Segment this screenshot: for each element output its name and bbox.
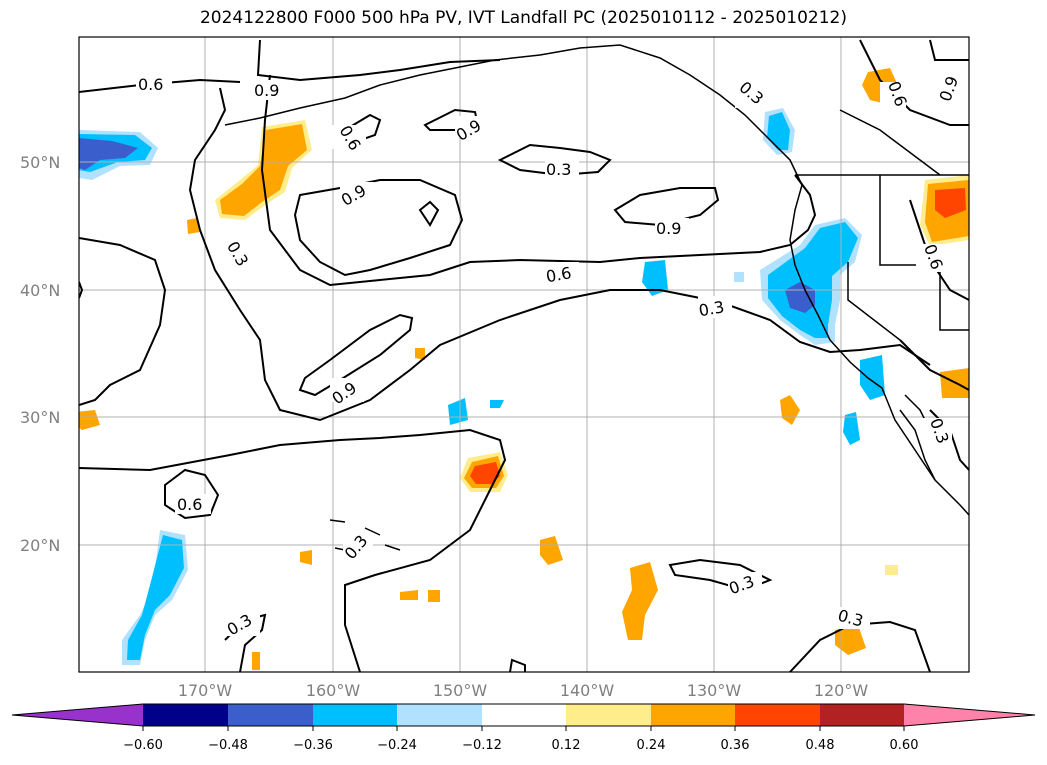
colorbar-extend-min xyxy=(12,704,143,726)
lon-label: 140°W xyxy=(560,681,615,700)
map-background xyxy=(79,37,969,672)
colorbar: −0.60 −0.48 −0.36 −0.24 −0.12 0.12 0.24 … xyxy=(11,703,1036,753)
lon-label: 160°W xyxy=(306,681,361,700)
contour-label: 0.9 xyxy=(656,219,681,238)
colorbar-bin xyxy=(566,704,651,726)
lat-label: 30°N xyxy=(20,408,60,427)
colorbar-bin xyxy=(820,704,904,726)
orange-blob-northeast xyxy=(920,175,969,246)
lat-label: 40°N xyxy=(20,281,60,300)
colorbar-tick-label: −0.48 xyxy=(208,738,248,753)
contour-label: 0.9 xyxy=(254,81,279,100)
colorbar-tick-label: −0.60 xyxy=(123,738,163,753)
colorbar-bin xyxy=(397,704,482,726)
colorbar-tick-label: 0.48 xyxy=(806,738,835,753)
blue-blob-vancouver xyxy=(763,108,795,155)
colorbar-bin xyxy=(313,704,397,726)
lon-label: 150°W xyxy=(433,681,488,700)
lat-label: 20°N xyxy=(20,536,60,555)
gridlines xyxy=(79,37,969,672)
colorbar-tick-label: 0.24 xyxy=(637,738,666,753)
colorbar-tick-label: 0.60 xyxy=(890,738,919,753)
lon-label: 170°W xyxy=(178,681,233,700)
contour-label: 0.6 xyxy=(544,263,572,286)
blue-blob-subtropical xyxy=(122,530,188,665)
latitude-labels: 50°N 40°N 30°N 20°N xyxy=(20,153,60,555)
lon-label: 120°W xyxy=(814,681,869,700)
colorbar-bin xyxy=(228,704,313,726)
colorbar-tick-label: 0.36 xyxy=(721,738,750,753)
orange-blob-left xyxy=(215,120,312,220)
colorbar-bin xyxy=(482,704,566,726)
colorbar-tick-label: −0.12 xyxy=(462,738,502,753)
colorbar-tick-label: 0.12 xyxy=(552,738,581,753)
contour-label: 0.3 xyxy=(697,297,725,320)
lon-label: 130°W xyxy=(687,681,742,700)
contour-label: 0.3 xyxy=(546,160,571,179)
lat-label: 50°N xyxy=(20,153,60,172)
longitude-labels: 170°W 160°W 150°W 140°W 130°W 120°W xyxy=(178,681,869,700)
colorbar-extend-max xyxy=(904,704,1035,726)
colorbar-bin xyxy=(651,704,735,726)
contour-label: 0.6 xyxy=(138,75,163,94)
colorbar-tick-label: −0.36 xyxy=(293,738,333,753)
contour-label: 0.6 xyxy=(177,495,202,514)
colorbar-bin xyxy=(143,704,228,726)
map-frame xyxy=(78,36,970,673)
colorbar-bin xyxy=(735,704,820,726)
map-title: 2024122800 F000 500 hPa PV, IVT Landfall… xyxy=(199,8,847,28)
colorbar-tick-label: −0.24 xyxy=(377,738,417,753)
